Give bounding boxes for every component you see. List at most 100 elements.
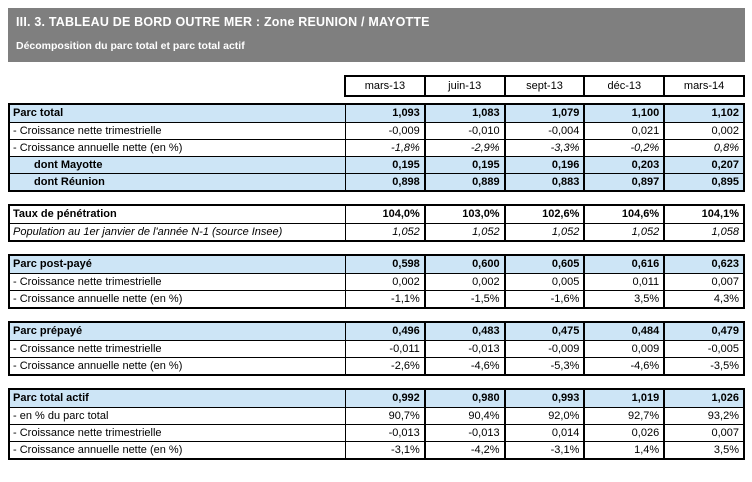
table-row: Parc total actif 0,992 0,980 0,993 1,019 1,0… bbox=[10, 390, 743, 407]
cell-value: -0,004 bbox=[503, 123, 584, 139]
cell-value: 1,102 bbox=[663, 105, 743, 122]
table-row: - Croissance annuelle nette (en %) -1,8%… bbox=[10, 139, 743, 156]
table-row: - Croissance nette trimestrielle -0,009-… bbox=[10, 122, 743, 139]
row-label: - Croissance annuelle nette (en %) bbox=[10, 442, 346, 458]
cell-value: 0,002 bbox=[663, 123, 743, 139]
cell-value: 0,207 bbox=[663, 157, 743, 173]
row-label: - Croissance nette trimestrielle bbox=[10, 341, 346, 357]
cell-value: -0,011 bbox=[389, 343, 420, 355]
cell-value: 1,052 bbox=[503, 224, 584, 240]
table-row: - Croissance nette trimestrielle -0,011-… bbox=[10, 340, 743, 357]
cell-value: 0,007 bbox=[663, 274, 743, 290]
cell-value: -1,5% bbox=[423, 291, 504, 307]
cell-value: 0,616 bbox=[583, 256, 663, 273]
cell-value: 1,083 bbox=[423, 105, 504, 122]
cell-value: 1,052 bbox=[583, 224, 663, 240]
cell-value: 102,6% bbox=[503, 206, 584, 223]
cell-value: 0,600 bbox=[423, 256, 504, 273]
row-label: dont Réunion bbox=[10, 174, 346, 190]
cell-value: 0,011 bbox=[583, 274, 663, 290]
cell-value: 0,014 bbox=[503, 425, 584, 441]
cell-value: -3,1% bbox=[391, 444, 420, 456]
cell-value: 4,3% bbox=[663, 291, 743, 307]
cell-value: -3,1% bbox=[503, 442, 584, 458]
tables-container: Parc total 1,093 1,083 1,079 1,100 1,102 - C… bbox=[0, 103, 752, 460]
cell-value: 1,4% bbox=[583, 442, 663, 458]
cell-value: 0,598 bbox=[392, 258, 420, 270]
cell-value: 1,058 bbox=[663, 224, 743, 240]
cell-value: -1,6% bbox=[503, 291, 584, 307]
table-row: - Croissance annuelle nette (en %) -3,1%… bbox=[10, 441, 743, 458]
cell-value: 0,496 bbox=[392, 325, 420, 337]
cell-value: 3,5% bbox=[583, 291, 663, 307]
row-label: Taux de pénétration bbox=[10, 206, 346, 223]
row-label: Parc prépayé bbox=[10, 323, 346, 340]
cell-value: -1,8% bbox=[391, 142, 420, 154]
cell-value: -0,009 bbox=[388, 125, 420, 137]
cell-value: 104,0% bbox=[382, 208, 420, 220]
cell-value: 0,026 bbox=[583, 425, 663, 441]
cell-value: 0,605 bbox=[503, 256, 584, 273]
cell-value: 0,993 bbox=[503, 390, 584, 407]
cell-value: -0,005 bbox=[663, 341, 743, 357]
cell-value: 0,484 bbox=[583, 323, 663, 340]
report-page: III. 3. TABLEAU DE BORD OUTRE MER : Zone… bbox=[0, 8, 752, 460]
cell-value: 92,0% bbox=[503, 408, 584, 424]
table-section: Parc total 1,093 1,083 1,079 1,100 1,102 - C… bbox=[8, 103, 745, 192]
cell-value: -3,3% bbox=[503, 140, 584, 156]
cell-value: -3,5% bbox=[663, 358, 743, 374]
cell-value: 0,898 bbox=[392, 176, 420, 188]
cell-value: -5,3% bbox=[503, 358, 584, 374]
cell-value: -4,6% bbox=[583, 358, 663, 374]
cell-value: 90,7% bbox=[388, 410, 420, 422]
page-subtitle: Décomposition du parc total et parc tota… bbox=[16, 40, 245, 52]
cell-value: 0,883 bbox=[503, 174, 584, 190]
cell-value: 0,483 bbox=[423, 323, 504, 340]
cell-value: 0,623 bbox=[663, 256, 743, 273]
row-label: - Croissance nette trimestrielle bbox=[10, 425, 346, 441]
column-header: sept-13 bbox=[503, 77, 584, 95]
cell-value: 1,019 bbox=[583, 390, 663, 407]
column-header: juin-13 bbox=[423, 77, 504, 95]
cell-value: -0,009 bbox=[503, 341, 584, 357]
cell-value: 0,009 bbox=[583, 341, 663, 357]
cell-value: 0,479 bbox=[663, 323, 743, 340]
column-header-row: mars-13 juin-13 sept-13 déc-13 mars-14 bbox=[344, 75, 745, 97]
cell-value: -2,9% bbox=[423, 140, 504, 156]
cell-value: -4,6% bbox=[423, 358, 504, 374]
table-row: Parc total 1,093 1,083 1,079 1,100 1,102 bbox=[10, 105, 743, 122]
cell-value: 90,4% bbox=[423, 408, 504, 424]
row-label: Parc total actif bbox=[10, 390, 346, 407]
cell-value: 0,196 bbox=[503, 157, 584, 173]
cell-value: 104,1% bbox=[663, 206, 743, 223]
row-label: Parc total bbox=[10, 105, 346, 122]
cell-value: 0,002 bbox=[423, 274, 504, 290]
cell-value: 0,992 bbox=[392, 392, 420, 404]
row-label: Parc post-payé bbox=[10, 256, 346, 273]
cell-value: 103,0% bbox=[423, 206, 504, 223]
cell-value: 0,203 bbox=[583, 157, 663, 173]
cell-value: 1,079 bbox=[503, 105, 584, 122]
cell-value: 104,6% bbox=[583, 206, 663, 223]
row-label: - Croissance nette trimestrielle bbox=[10, 123, 346, 139]
cell-value: 3,5% bbox=[663, 442, 743, 458]
cell-value: 1,052 bbox=[423, 224, 504, 240]
cell-value: 1,100 bbox=[583, 105, 663, 122]
cell-value: -0,010 bbox=[423, 123, 504, 139]
row-label: dont Mayotte bbox=[10, 157, 346, 173]
cell-value: -0,013 bbox=[388, 427, 420, 439]
cell-value: -1,1% bbox=[391, 293, 420, 305]
cell-value: 0,895 bbox=[663, 174, 743, 190]
row-label: - Croissance annuelle nette (en %) bbox=[10, 140, 346, 156]
cell-value: 0,897 bbox=[583, 174, 663, 190]
cell-value: 1,052 bbox=[392, 226, 420, 238]
row-label: Population au 1er janvier de l'année N-1… bbox=[10, 224, 346, 240]
cell-value: 0,021 bbox=[583, 123, 663, 139]
cell-value: 0,195 bbox=[392, 159, 420, 171]
cell-value: 0,195 bbox=[423, 157, 504, 173]
table-section: Parc post-payé 0,598 0,600 0,605 0,616 0,623… bbox=[8, 254, 745, 309]
cell-value: 1,093 bbox=[392, 107, 420, 119]
page-title: III. 3. TABLEAU DE BORD OUTRE MER : Zone… bbox=[16, 15, 430, 29]
cell-value: -0,013 bbox=[423, 341, 504, 357]
table-row: - Croissance nette trimestrielle 0,002 0,… bbox=[10, 273, 743, 290]
